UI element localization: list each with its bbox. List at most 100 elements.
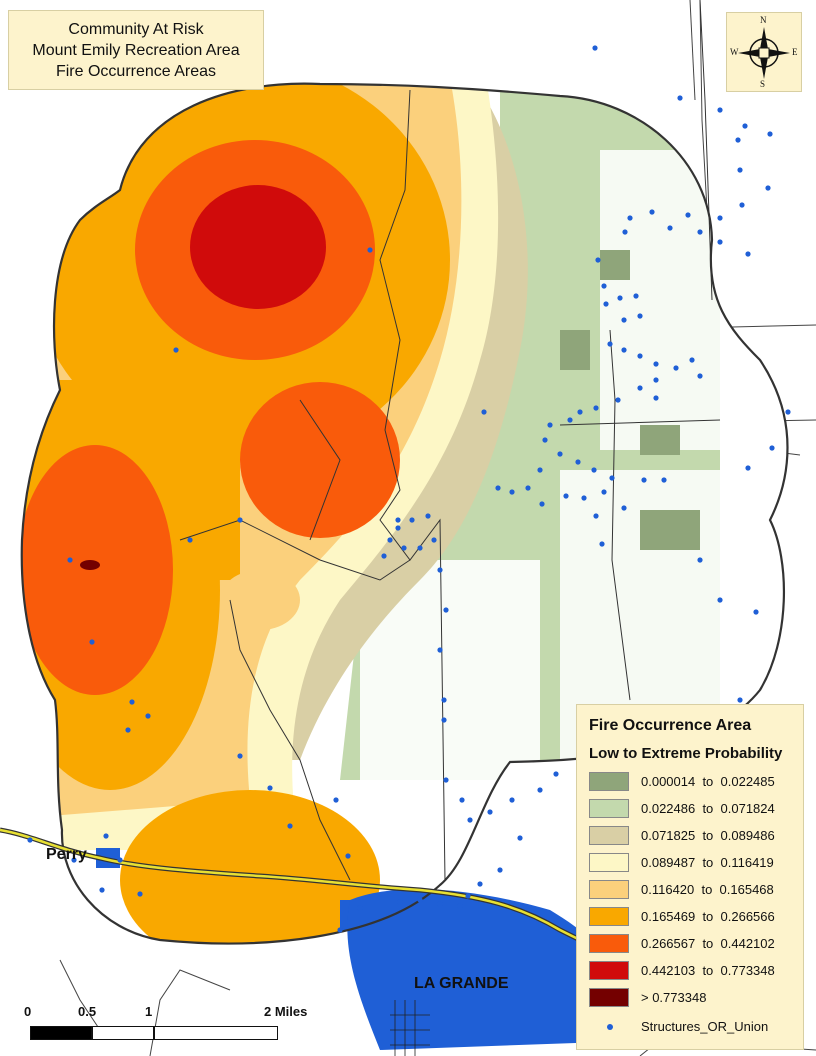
- legend-label: 0.165469 to 0.266566: [641, 908, 775, 924]
- legend-swatch: [589, 852, 629, 872]
- structure-dot: [737, 167, 743, 173]
- structure-dot: [89, 639, 95, 645]
- map-title-line-2: Mount Emily Recreation Area: [32, 41, 240, 59]
- structure-dot: [333, 797, 339, 803]
- structure-dot: [437, 901, 443, 907]
- structure-dot: [441, 697, 447, 703]
- structure-dot: [577, 409, 583, 415]
- structure-dot: [497, 867, 503, 873]
- structure-dot: [593, 405, 599, 411]
- structure-dot: [653, 395, 659, 401]
- structure-dot: [381, 553, 387, 559]
- structure-dot: [443, 607, 449, 613]
- structure-dot: [769, 445, 775, 451]
- map-title-line-3: Fire Occurrence Areas: [55, 62, 217, 80]
- structure-dot: [425, 513, 431, 519]
- structure-dot: [649, 209, 655, 215]
- structure-dot: [137, 891, 143, 897]
- structure-dot: [547, 422, 553, 428]
- legend-item: 0.000014 to 0.022485: [589, 771, 775, 791]
- legend-swatch: [589, 825, 629, 845]
- structure-dot: [187, 537, 193, 543]
- structure-dot: [409, 517, 415, 523]
- structure-dot: [593, 513, 599, 519]
- legend-item: 0.022486 to 0.071824: [589, 798, 775, 818]
- scale-segment-3: [154, 1026, 278, 1040]
- structure-dot: [495, 485, 501, 491]
- structure-dot: [27, 837, 33, 843]
- map-title-box: Community At Risk Mount Emily Recreation…: [8, 10, 264, 90]
- scale-segment-2: [92, 1026, 154, 1040]
- structure-dot: [99, 887, 105, 893]
- structure-dot: [517, 835, 523, 841]
- legend-swatch: [589, 933, 629, 953]
- structure-dot: [615, 397, 621, 403]
- structure-dot: [637, 385, 643, 391]
- place-label-la-grande: LA GRANDE: [414, 975, 509, 992]
- structure-dot: [737, 697, 743, 703]
- structure-dot-icon: [607, 1023, 613, 1030]
- structure-dot: [417, 545, 423, 551]
- structure-dot: [537, 467, 543, 473]
- legend-item: 0.266567 to 0.442102: [589, 933, 775, 953]
- structure-dot: [441, 717, 447, 723]
- structure-dot: [103, 833, 109, 839]
- structure-dot: [465, 893, 471, 899]
- legend-swatch: [589, 771, 629, 791]
- structure-dot: [395, 517, 401, 523]
- structure-dot: [717, 215, 723, 221]
- structure-dot: [767, 131, 773, 137]
- legend-box: Fire Occurrence Area Low to Extreme Prob…: [576, 704, 804, 1050]
- structure-dot: [609, 475, 615, 481]
- legend-swatch: [589, 798, 629, 818]
- structure-dot: [337, 927, 343, 933]
- structure-dot: [621, 505, 627, 511]
- legend-label: > 0.773348: [641, 989, 707, 1005]
- structure-dot: [591, 467, 597, 473]
- compass-rose-icon: N S W E: [726, 12, 802, 92]
- scale-bar: 0 0.5 1 2 Miles: [18, 1004, 348, 1048]
- structure-dot: [537, 787, 543, 793]
- structure-dot: [443, 777, 449, 783]
- legend-label: 0.089487 to 0.116419: [641, 854, 774, 870]
- structure-dot: [267, 785, 273, 791]
- structure-dot: [627, 215, 633, 221]
- structure-dot: [401, 545, 407, 551]
- structure-dot: [607, 341, 613, 347]
- structure-dot: [477, 881, 483, 887]
- structure-dot: [553, 771, 559, 777]
- interior-roads: [179, 0, 721, 881]
- structure-dot: [581, 495, 587, 501]
- structure-dot: [621, 347, 627, 353]
- structure-dot: [677, 95, 683, 101]
- structure-dot: [287, 823, 293, 829]
- legend-label: 0.022486 to 0.071824: [641, 800, 775, 816]
- structure-dot: [697, 557, 703, 563]
- structure-dot: [509, 797, 515, 803]
- structure-dot: [563, 493, 569, 499]
- structure-dot: [637, 313, 643, 319]
- legend-title: Fire Occurrence Area: [589, 717, 752, 734]
- compass-east: E: [792, 47, 798, 57]
- structure-dot: [567, 417, 573, 423]
- structure-dot: [685, 212, 691, 218]
- legend-item: 0.071825 to 0.089486: [589, 825, 775, 845]
- legend-item: 0.089487 to 0.116419: [589, 852, 774, 872]
- structure-dot: [509, 489, 515, 495]
- scale-tick-1: 1: [145, 1004, 153, 1019]
- structure-dot: [397, 899, 403, 905]
- structure-dot: [621, 317, 627, 323]
- structure-dot: [525, 485, 531, 491]
- structure-dot: [745, 465, 751, 471]
- structure-dot: [661, 477, 667, 483]
- legend-item: > 0.773348: [589, 987, 706, 1007]
- legend-structures-label: Structures_OR_Union: [641, 1019, 769, 1034]
- structure-dot: [237, 517, 243, 523]
- structure-dot: [689, 357, 695, 363]
- structure-dot: [129, 699, 135, 705]
- town-grid: [390, 1000, 430, 1056]
- legend-item: 0.116420 to 0.165468: [589, 879, 774, 899]
- scale-tick-0: 0: [24, 1004, 32, 1019]
- structure-dot: [653, 377, 659, 383]
- structure-dot: [145, 713, 151, 719]
